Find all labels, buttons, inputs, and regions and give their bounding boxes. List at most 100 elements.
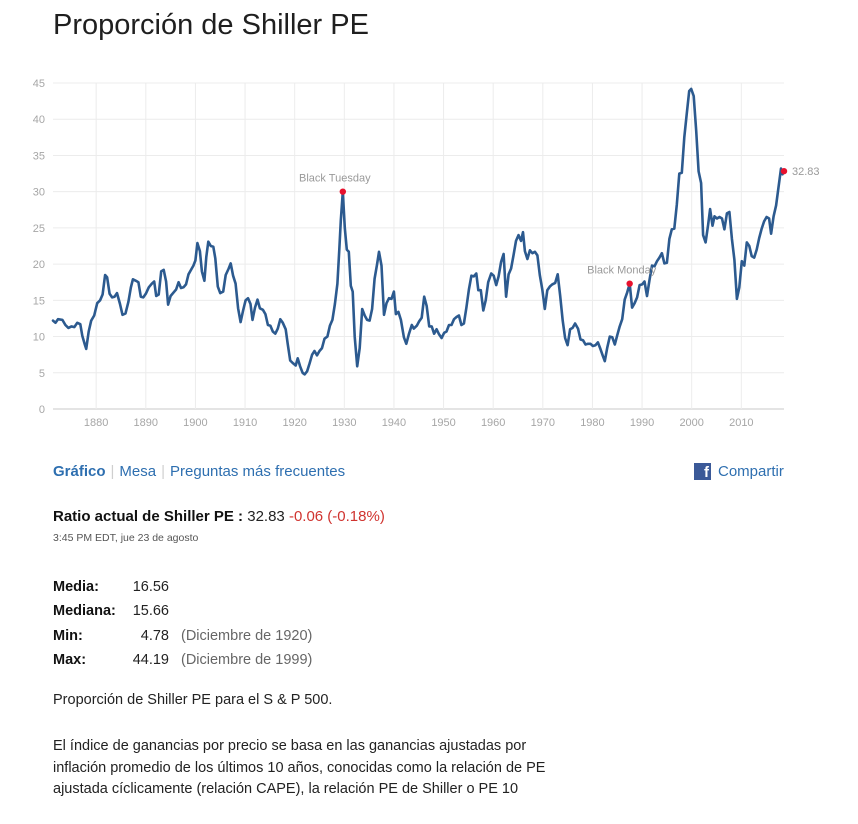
data-point xyxy=(726,212,728,214)
data-point xyxy=(636,296,638,298)
data-point xyxy=(81,335,83,337)
tab-mesa[interactable]: Mesa xyxy=(119,463,157,480)
data-point xyxy=(192,264,194,266)
data-point xyxy=(378,251,380,253)
data-point xyxy=(676,204,678,206)
data-point xyxy=(468,288,470,290)
data-point xyxy=(64,324,66,326)
x-tick-label: 1910 xyxy=(233,417,257,429)
data-point xyxy=(405,343,407,345)
data-point xyxy=(194,259,196,261)
data-point xyxy=(348,251,350,253)
data-point xyxy=(371,308,373,310)
stat-date: (Diciembre de 1999) xyxy=(181,652,313,669)
data-point xyxy=(623,298,625,300)
data-point xyxy=(438,333,440,335)
data-point xyxy=(303,373,305,375)
stats-table: Media: 16.56 Mediana: 15.66 Min: 4.78 (D… xyxy=(53,575,312,672)
tab-preguntas[interactable]: Preguntas más frecuentes xyxy=(170,463,346,480)
stat-key: Max: xyxy=(53,652,87,669)
data-point xyxy=(633,302,635,304)
data-point xyxy=(485,299,487,301)
y-axis-ticks: 0 5 10 15 20 25 30 35 40 45 xyxy=(33,78,45,416)
stat-value: 44.19 xyxy=(132,652,169,669)
last-value-label: 32.83 xyxy=(792,166,820,178)
data-point xyxy=(433,332,435,334)
tab-separator: | xyxy=(110,463,115,480)
data-point xyxy=(707,224,709,226)
data-point xyxy=(526,258,528,260)
description-summary: Proporción de Shiller PE para el S & P 5… xyxy=(53,692,333,708)
data-point xyxy=(321,347,323,349)
x-tick-label: 1880 xyxy=(84,417,108,429)
data-point xyxy=(254,306,256,308)
data-point xyxy=(130,286,132,288)
data-point xyxy=(487,281,489,283)
data-point xyxy=(713,215,715,217)
data-point xyxy=(331,319,333,321)
data-point xyxy=(772,215,774,217)
data-point xyxy=(403,336,405,338)
data-point xyxy=(646,295,648,297)
event-annotation: Black Monday xyxy=(587,265,657,277)
data-point xyxy=(119,303,121,305)
data-point xyxy=(505,296,507,298)
data-point xyxy=(656,260,658,262)
data-point xyxy=(604,360,606,362)
data-point xyxy=(182,286,184,288)
data-point xyxy=(299,365,301,367)
data-point xyxy=(167,303,169,305)
data-point xyxy=(262,309,264,311)
share-button[interactable]: f Compartir xyxy=(694,463,784,480)
data-point xyxy=(313,350,315,352)
data-point xyxy=(455,316,457,318)
y-tick-label: 25 xyxy=(33,223,45,235)
data-point xyxy=(458,314,460,316)
data-point xyxy=(765,216,767,218)
data-point xyxy=(172,291,174,293)
x-tick-label: 1950 xyxy=(431,417,455,429)
data-point xyxy=(551,283,553,285)
data-point xyxy=(196,242,198,244)
view-tabs: Gráfico | Mesa | Preguntas más frecuentes xyxy=(53,463,345,480)
data-point xyxy=(287,343,289,345)
data-point xyxy=(453,318,455,320)
stat-key: Min: xyxy=(53,627,83,644)
data-point xyxy=(463,322,465,324)
data-point xyxy=(376,263,378,265)
data-point xyxy=(151,282,153,284)
data-point xyxy=(272,330,274,332)
data-point xyxy=(292,362,294,364)
tab-separator: | xyxy=(161,463,166,480)
data-point xyxy=(311,353,313,355)
data-point xyxy=(718,216,720,218)
data-point xyxy=(611,336,613,338)
data-point xyxy=(140,296,142,298)
description-detail: El índice de ganancias por precio se bas… xyxy=(53,738,546,797)
data-point xyxy=(738,286,740,288)
data-point xyxy=(661,252,663,254)
data-point xyxy=(423,296,425,298)
data-point xyxy=(84,343,86,345)
data-point xyxy=(366,319,368,321)
data-point xyxy=(666,261,668,263)
data-point xyxy=(234,282,236,284)
highlight-dot xyxy=(339,188,347,195)
data-point xyxy=(165,280,167,282)
tab-grafico[interactable]: Gráfico xyxy=(53,463,106,480)
data-point xyxy=(777,186,779,188)
data-point xyxy=(70,325,72,327)
series-points xyxy=(52,88,785,376)
data-point xyxy=(111,296,113,298)
data-point xyxy=(169,295,171,297)
data-point xyxy=(711,225,713,227)
data-point xyxy=(571,327,573,329)
data-point xyxy=(522,231,524,233)
data-point xyxy=(277,327,279,329)
data-point xyxy=(507,273,509,275)
data-point xyxy=(350,285,352,287)
data-point xyxy=(756,248,758,250)
data-point xyxy=(124,312,126,314)
data-point xyxy=(428,325,430,327)
data-point xyxy=(52,319,54,321)
